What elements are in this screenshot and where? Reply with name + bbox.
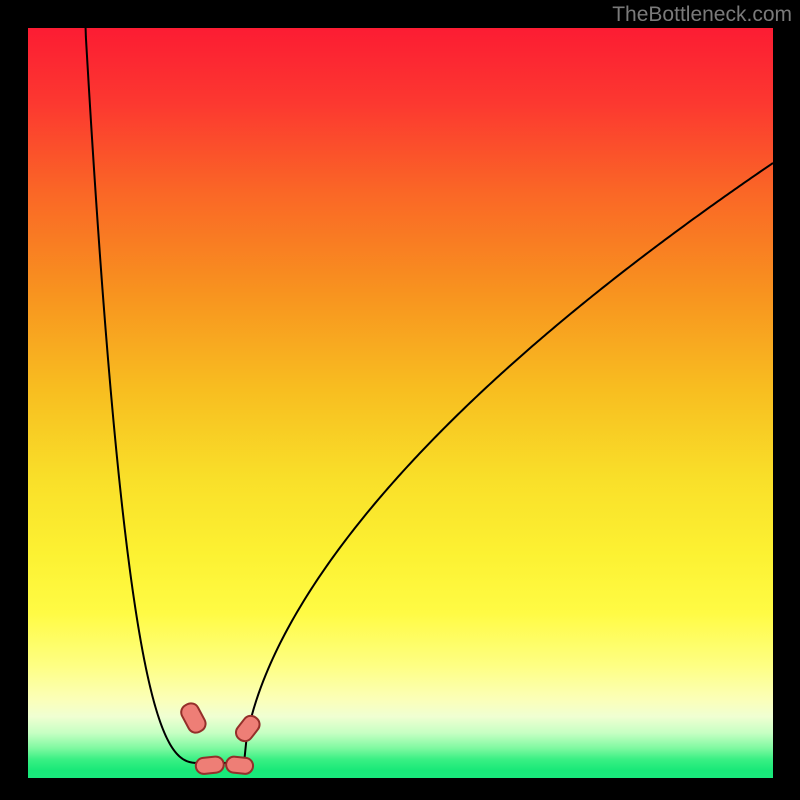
watermark-text: TheBottleneck.com [612, 3, 792, 27]
curve-marker [195, 756, 225, 775]
plot-area [28, 28, 773, 778]
curve-marker [225, 756, 254, 775]
